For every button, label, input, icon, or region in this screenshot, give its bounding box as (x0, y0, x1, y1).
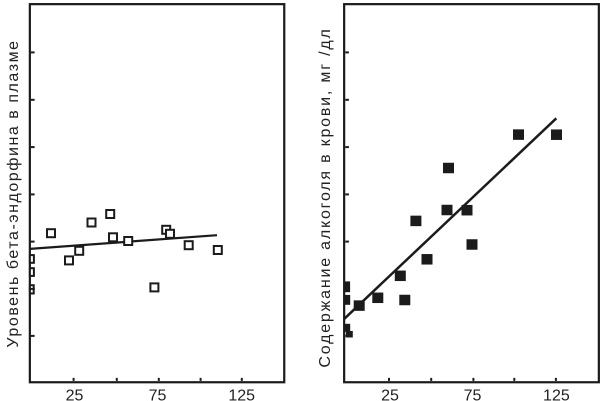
svg-text:75: 75 (464, 388, 482, 401)
svg-text:75: 75 (149, 388, 167, 401)
svg-text:Содержание алкоголя в крови, м: Содержание алкоголя в крови, мг /дл (317, 27, 334, 367)
svg-text:Уровень бета-эндорфина в плазм: Уровень бета-эндорфина в плазме (5, 39, 22, 347)
svg-text:125: 125 (543, 388, 570, 401)
svg-text:125: 125 (228, 388, 255, 401)
svg-text:25: 25 (381, 388, 399, 401)
svg-text:25: 25 (66, 388, 84, 401)
